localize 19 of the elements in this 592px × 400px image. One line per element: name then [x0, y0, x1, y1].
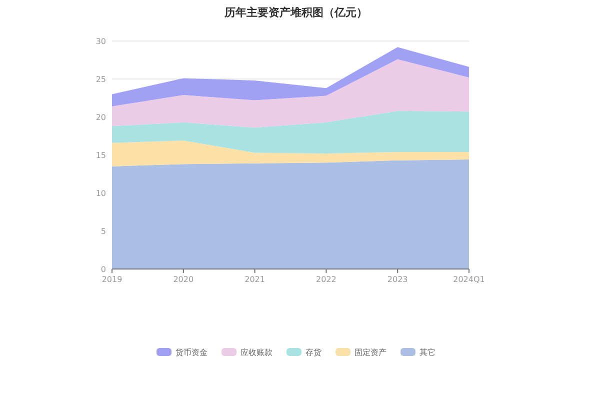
- chart-title: 历年主要资产堆积图（亿元）: [224, 6, 368, 19]
- legend-label: 存货: [306, 348, 322, 357]
- y-tick-label: 5: [100, 227, 106, 236]
- x-tick-label: 2019: [102, 275, 122, 284]
- y-tick-label: 20: [96, 113, 106, 122]
- legend-label: 应收账款: [240, 348, 272, 357]
- y-tick-label: 15: [96, 151, 106, 160]
- legend-label: 其它: [420, 348, 436, 357]
- legend-label: 固定资产: [354, 348, 386, 357]
- y-tick-label: 0: [100, 265, 106, 274]
- x-tick-label: 2023: [387, 275, 408, 284]
- y-tick-label: 10: [96, 189, 106, 198]
- x-tick-label: 2022: [316, 275, 336, 284]
- x-tick-label: 2021: [244, 275, 265, 284]
- y-tick-label: 30: [96, 37, 106, 46]
- x-tick-label: 2020: [173, 275, 194, 284]
- y-tick-label: 25: [96, 75, 106, 84]
- x-tick-label: 2024Q1: [453, 275, 485, 284]
- legend-label: 货币资金: [176, 348, 208, 357]
